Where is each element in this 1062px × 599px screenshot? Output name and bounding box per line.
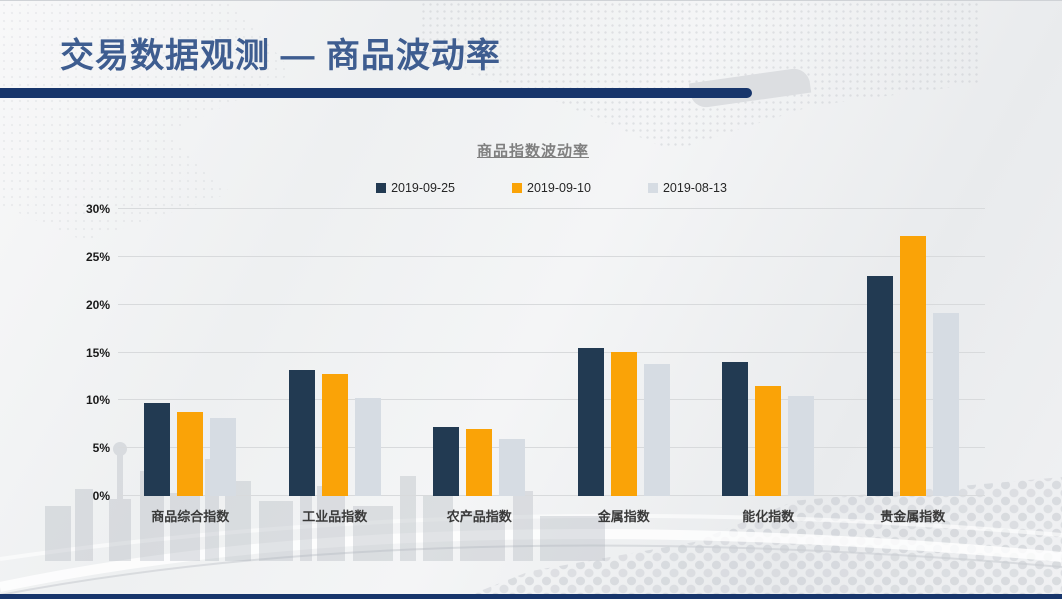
y-axis-tick-label: 5%	[92, 441, 110, 456]
bar-2019-09-25	[288, 369, 315, 496]
legend-swatch-icon	[376, 183, 387, 193]
legend-label: 2019-09-25	[391, 181, 456, 195]
bar-2019-09-25	[433, 427, 460, 496]
y-axis-tick-label: 20%	[85, 297, 110, 312]
gridline	[118, 447, 985, 449]
gridline	[118, 255, 985, 257]
legend-swatch-icon	[512, 183, 523, 193]
bottom-accent-bar	[0, 594, 1062, 599]
title-underline	[0, 88, 752, 98]
x-axis-category-label: 能化指数	[742, 509, 795, 524]
bar-2019-09-10	[177, 411, 204, 496]
gridline	[118, 495, 985, 496]
x-axis-category-label: 农产品指数	[446, 509, 512, 524]
y-axis-tick-label: 25%	[85, 249, 110, 264]
y-axis-tick-label: 15%	[85, 345, 110, 360]
gridline	[118, 399, 985, 401]
bar-2019-09-10	[466, 429, 493, 496]
gridline	[118, 208, 985, 209]
bar-group-6: 贵金属指数	[841, 209, 986, 524]
x-axis-category-label: 贵金属指数	[880, 509, 946, 524]
bar-group-2: 工业品指数	[263, 209, 408, 524]
y-axis-tick-label: 30%	[85, 202, 110, 216]
bar-2019-09-10	[899, 235, 926, 496]
legend-label: 2019-08-13	[662, 181, 727, 195]
bar-2019-09-25	[722, 362, 749, 496]
bar-2019-08-13	[788, 395, 815, 496]
chart-title: 商品指数波动率	[476, 143, 589, 160]
bar-2019-08-13	[210, 417, 237, 496]
bar-group-1: 商品综合指数	[118, 209, 263, 524]
legend-item-2019-08-13: 2019-08-13	[647, 181, 727, 195]
bar-2019-09-10	[755, 386, 782, 496]
y-axis-tick-label: 0%	[92, 489, 110, 503]
bar-2019-08-13	[932, 313, 959, 496]
legend-item-2019-09-25: 2019-09-25	[376, 181, 455, 195]
bar-2019-08-13	[499, 438, 526, 496]
bar-2019-08-13	[354, 397, 381, 496]
x-axis-category-label: 商品综合指数	[151, 509, 230, 524]
gridline	[118, 351, 985, 353]
x-axis-category-label: 金属指数	[597, 509, 650, 524]
bar-2019-09-10	[321, 373, 348, 496]
chart-legend: 2019-09-25 2019-09-10 2019-08-13	[118, 181, 985, 195]
y-axis-tick-label: 10%	[85, 393, 110, 408]
bar-2019-09-25	[577, 347, 604, 496]
bar-group-3: 农产品指数	[407, 209, 552, 524]
bar-2019-08-13	[643, 364, 670, 496]
dot-map-texture	[420, 1, 980, 151]
bar-2019-09-25	[866, 276, 893, 496]
bar-group-5: 能化指数	[696, 209, 841, 524]
bar-group-4: 金属指数	[552, 209, 697, 524]
bar-2019-09-10	[610, 351, 637, 496]
gridline	[118, 303, 985, 305]
legend-item-2019-09-10: 2019-09-10	[512, 181, 591, 195]
bar-2019-09-25	[144, 403, 171, 496]
page-title: 交易数据观测 — 商品波动率	[60, 37, 501, 75]
legend-label: 2019-09-10	[527, 181, 591, 195]
legend-swatch-icon	[647, 183, 658, 193]
bar-chart-plot-area: 0% 5% 10% 15% 20% 25% 30% 商品综合指数 工业品指数 农产品指数 金属指数 能…	[86, 202, 986, 524]
x-axis-category-label: 工业品指数	[302, 509, 368, 524]
